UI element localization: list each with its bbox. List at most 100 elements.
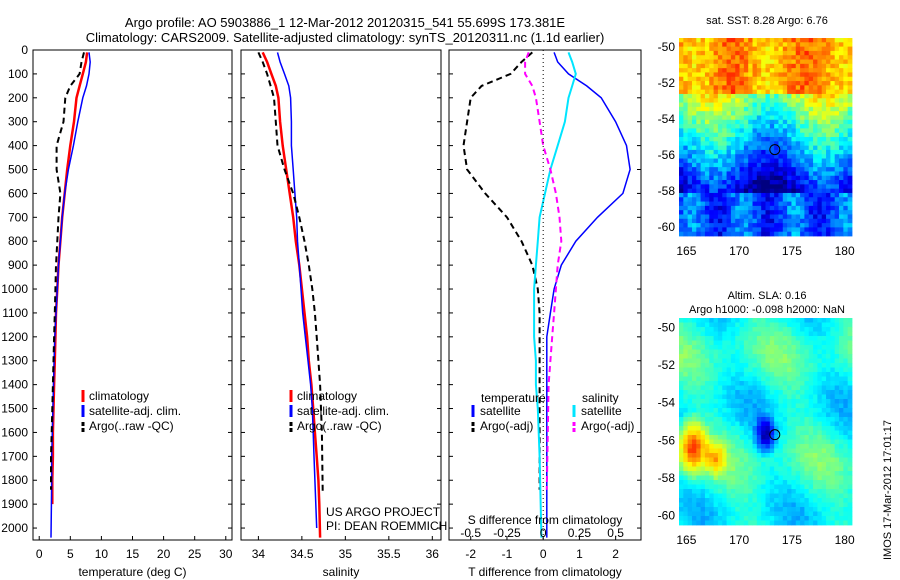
map-cell [735, 439, 740, 445]
map-cell [804, 81, 810, 86]
map-cell [813, 106, 818, 112]
map-cell [700, 372, 706, 377]
map-cell [808, 68, 814, 73]
map-cell [687, 372, 693, 377]
map-cell [713, 385, 719, 391]
map-cell [800, 318, 805, 323]
map-cell [821, 201, 827, 207]
map-cell [687, 354, 693, 359]
diff-series-0 [546, 52, 631, 538]
map-cell [722, 119, 727, 125]
map-cell [735, 466, 740, 472]
map-cell [700, 98, 706, 103]
map-cell [691, 149, 697, 155]
map-cell [782, 115, 788, 121]
map-cell [821, 417, 827, 422]
map-cell [683, 124, 689, 129]
map-cell [813, 167, 818, 172]
map-cell [726, 223, 732, 228]
map-cell [717, 218, 723, 224]
map-cell [830, 184, 836, 190]
map-cell [752, 188, 758, 194]
map-cell [691, 175, 697, 181]
map-cell [782, 192, 788, 198]
map-cell [739, 394, 745, 400]
map-cell [830, 417, 836, 422]
map-cell [834, 358, 840, 364]
map-cell [847, 223, 853, 228]
map-cell [756, 507, 762, 512]
map-cell [696, 42, 702, 47]
map-cell [726, 50, 732, 56]
map-cell [778, 98, 784, 103]
map-cell [756, 149, 762, 155]
map-cell [843, 520, 849, 526]
map-cell [782, 358, 788, 364]
map-cell [804, 462, 810, 467]
map-cell [683, 137, 689, 142]
map-cell [709, 354, 714, 359]
map-cell [730, 167, 736, 172]
map-cell [847, 132, 853, 138]
map-cell [756, 171, 762, 177]
map-cell [713, 59, 719, 65]
map-cell [726, 376, 732, 382]
map-cell [691, 231, 697, 237]
map-cell [726, 448, 732, 454]
map-cell [826, 417, 831, 422]
map-cell [774, 145, 779, 151]
map-cell [782, 498, 788, 503]
map-cell [769, 381, 775, 386]
map-cell [756, 145, 762, 151]
map-cell [687, 457, 693, 463]
map-cell [843, 111, 849, 116]
map-cell [839, 210, 844, 215]
map-cell [722, 72, 727, 78]
map-cell [756, 158, 762, 164]
map-cell [713, 480, 719, 485]
map-cell [834, 59, 840, 65]
map-cell [795, 507, 801, 512]
map-cell [761, 498, 766, 503]
sla-subtitle: Argo h1000: -0.098 h2000: NaN [689, 304, 845, 316]
map-cell [769, 218, 775, 224]
map-cell [795, 318, 801, 323]
map-cell [752, 50, 758, 56]
map-cell [752, 412, 758, 418]
map-cell [826, 493, 831, 499]
map-cell [739, 412, 745, 418]
map-cell [691, 42, 697, 47]
diff-series-3 [524, 52, 563, 490]
map-cell [765, 493, 771, 499]
map-cell [679, 227, 684, 233]
map-cell [774, 430, 779, 436]
sla-lat-tick-label: -54 [658, 396, 676, 410]
map-cell [769, 93, 775, 99]
map-cell [826, 162, 831, 168]
map-cell [717, 381, 723, 386]
map-cell [774, 38, 779, 43]
map-cell [804, 218, 810, 224]
map-cell [696, 318, 702, 323]
map-cell [743, 448, 749, 454]
map-cell [717, 345, 723, 350]
map-cell [800, 493, 805, 499]
map-cell [765, 231, 771, 237]
map-cell [782, 520, 788, 526]
map-cell [791, 106, 797, 112]
map-cell [843, 218, 849, 224]
map-cell [830, 345, 836, 350]
map-cell [769, 214, 775, 220]
map-cell [717, 430, 723, 436]
map-cell [765, 145, 771, 151]
map-cell [817, 511, 823, 517]
map-cell [839, 507, 844, 512]
map-cell [843, 345, 849, 350]
map-cell [765, 124, 771, 129]
map-cell [730, 223, 736, 228]
map-cell [748, 154, 753, 159]
map-cell [713, 72, 719, 78]
map-cell [782, 111, 788, 116]
map-cell [691, 128, 697, 134]
map-cell [791, 331, 797, 337]
